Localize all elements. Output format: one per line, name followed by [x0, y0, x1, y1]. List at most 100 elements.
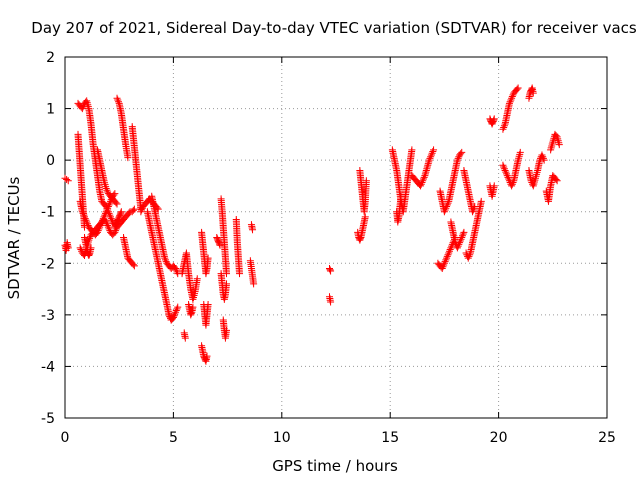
data-point-marker [446, 246, 454, 254]
data-point-marker [458, 232, 466, 240]
x-tick-label: 15 [381, 430, 399, 446]
data-point-marker [138, 206, 146, 214]
data-point-marker [78, 105, 86, 113]
y-tick-label: 0 [46, 153, 55, 169]
data-point-marker [529, 89, 537, 97]
series-arc-23 [217, 195, 231, 278]
data-point-marker [117, 209, 125, 217]
series-arc-42 [486, 115, 498, 128]
series-arc-12 [128, 123, 145, 213]
data-point-marker [101, 217, 109, 225]
data-point-marker [516, 148, 524, 156]
data-point-marker [443, 254, 451, 262]
data-point-marker [181, 334, 189, 342]
data-point-marker [490, 182, 498, 190]
x-tick-label: 0 [61, 430, 70, 446]
data-point-marker [513, 85, 521, 93]
series-arc-46 [525, 84, 537, 102]
data-point-marker [444, 199, 452, 207]
data-point-marker [162, 258, 170, 266]
data-point-marker [86, 234, 94, 242]
data-point-marker [174, 303, 182, 311]
series-arc-29 [246, 257, 258, 288]
data-point-marker [539, 153, 547, 161]
y-tick-label: -1 [41, 205, 55, 221]
data-point-marker [172, 308, 180, 316]
data-point-marker [327, 298, 335, 306]
data-point-marker [429, 148, 437, 156]
series-arc-28 [247, 221, 257, 234]
data-point-marker [104, 203, 112, 211]
data-point-marker [64, 244, 72, 252]
data-point-marker [539, 154, 547, 162]
data-point-marker [508, 180, 516, 188]
data-point-marker [420, 173, 428, 181]
data-point-marker [464, 254, 472, 262]
data-point-marker [430, 146, 438, 154]
series-arc-36 [408, 146, 438, 190]
data-point-marker [249, 226, 257, 234]
data-point-marker [547, 144, 555, 152]
series-arc-20 [198, 228, 212, 278]
data-point-marker [81, 215, 89, 223]
data-point-marker [102, 218, 110, 226]
data-point-marker [138, 204, 146, 212]
data-point-marker [455, 240, 463, 248]
data-point-marker [469, 208, 477, 216]
data-point-marker [203, 352, 211, 360]
series-arc-31 [325, 293, 335, 306]
data-point-marker [171, 310, 179, 318]
data-point-marker [170, 263, 178, 271]
data-point-marker [216, 241, 224, 249]
series-arc-10 [111, 208, 125, 231]
data-point-marker [193, 275, 201, 283]
data-point-marker [499, 161, 507, 169]
data-point-marker [105, 225, 113, 233]
grid [65, 57, 607, 418]
data-point-marker [501, 166, 509, 174]
data-point-marker [107, 215, 115, 223]
series-arc-44 [499, 84, 522, 133]
data-point-marker [458, 234, 466, 241]
series-arc-48 [547, 130, 563, 154]
series-arc-45 [499, 148, 524, 190]
y-tick-label: -2 [41, 256, 55, 272]
data-point-marker [189, 295, 197, 303]
series-arc-19 [185, 301, 197, 319]
data-point-marker [172, 307, 180, 315]
data-point-marker [427, 153, 435, 161]
data-point-marker [553, 177, 561, 185]
data-point-marker [172, 264, 180, 272]
data-point-marker [457, 150, 465, 158]
data-point-marker [101, 181, 109, 189]
data-point-marker [506, 98, 514, 106]
data-point-marker [114, 98, 122, 106]
data-point-marker [418, 178, 426, 186]
data-point-marker [124, 154, 132, 162]
data-point-marker [500, 122, 508, 130]
data-point-marker [442, 256, 450, 264]
data-point-marker [500, 163, 508, 171]
data-point-marker [104, 221, 112, 229]
data-point-marker [85, 250, 93, 258]
data-point-marker [87, 244, 95, 252]
data-point-marker [508, 94, 516, 102]
x-tick-label: 25 [598, 430, 616, 446]
data-point-marker [223, 280, 231, 288]
y-tick-label: -5 [41, 411, 55, 427]
data-point-marker [129, 261, 137, 269]
data-point-marker [165, 311, 173, 319]
series-arc-30 [325, 264, 335, 275]
data-point-marker [80, 211, 88, 219]
y-axis-label: SDTVAR / TECUs [5, 176, 23, 299]
data-point-marker [84, 221, 92, 229]
x-axis-label: GPS time / hours [272, 457, 398, 475]
data-point-marker [104, 188, 112, 196]
series-arc-14 [143, 208, 177, 324]
data-point-marker [455, 153, 463, 161]
data-point-marker [81, 213, 89, 221]
data-point-marker [86, 233, 94, 241]
data-point-marker [440, 208, 448, 216]
series-arc-27 [232, 215, 244, 278]
